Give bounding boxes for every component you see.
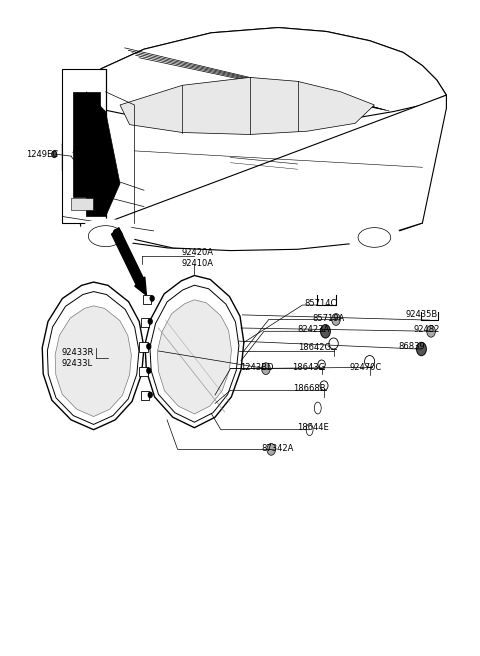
- Polygon shape: [150, 285, 239, 422]
- Text: 18668B: 18668B: [293, 384, 325, 393]
- Polygon shape: [73, 92, 100, 197]
- Circle shape: [417, 342, 426, 356]
- Text: 92482: 92482: [414, 325, 440, 334]
- Text: 92410A: 92410A: [181, 259, 214, 268]
- Ellipse shape: [364, 356, 375, 367]
- Bar: [143, 295, 151, 304]
- Text: 92433R: 92433R: [61, 348, 94, 358]
- Circle shape: [332, 314, 340, 325]
- Bar: [71, 198, 93, 210]
- Polygon shape: [120, 77, 374, 134]
- Text: 92435B: 92435B: [406, 310, 438, 319]
- Polygon shape: [48, 291, 139, 424]
- Text: 92433L: 92433L: [61, 359, 93, 368]
- Polygon shape: [106, 95, 446, 251]
- Text: 85719A: 85719A: [312, 314, 344, 323]
- Ellipse shape: [320, 381, 328, 390]
- Circle shape: [150, 296, 154, 301]
- Circle shape: [148, 319, 152, 324]
- Ellipse shape: [329, 338, 338, 349]
- Circle shape: [147, 368, 151, 373]
- Text: 92420A: 92420A: [181, 248, 214, 257]
- Circle shape: [52, 151, 57, 157]
- Text: 86839: 86839: [398, 342, 425, 351]
- Text: 18643G: 18643G: [292, 363, 325, 372]
- Text: 87342A: 87342A: [262, 444, 294, 453]
- Bar: [139, 367, 148, 376]
- Circle shape: [427, 325, 435, 337]
- Text: 92470C: 92470C: [349, 363, 382, 372]
- Circle shape: [148, 392, 152, 398]
- Ellipse shape: [348, 222, 401, 253]
- Text: 1249EC: 1249EC: [26, 150, 59, 159]
- Ellipse shape: [77, 219, 134, 253]
- Polygon shape: [101, 28, 446, 123]
- Polygon shape: [55, 306, 132, 417]
- Ellipse shape: [318, 360, 325, 369]
- Polygon shape: [157, 300, 231, 414]
- Text: 18644E: 18644E: [297, 423, 328, 432]
- Bar: [139, 342, 148, 352]
- Text: 18642G: 18642G: [299, 343, 332, 352]
- Ellipse shape: [314, 402, 321, 414]
- Ellipse shape: [306, 424, 313, 436]
- Polygon shape: [62, 69, 106, 223]
- Circle shape: [262, 363, 270, 375]
- FancyArrow shape: [111, 228, 146, 295]
- Polygon shape: [86, 92, 120, 216]
- Text: 1243BD: 1243BD: [240, 363, 274, 372]
- Circle shape: [321, 325, 330, 338]
- Text: 85714C: 85714C: [305, 298, 337, 308]
- Text: 82423A: 82423A: [298, 325, 330, 334]
- Polygon shape: [145, 276, 244, 428]
- Bar: [141, 318, 149, 327]
- Polygon shape: [42, 282, 144, 430]
- Bar: [141, 391, 149, 400]
- Circle shape: [147, 344, 151, 349]
- Circle shape: [267, 443, 276, 455]
